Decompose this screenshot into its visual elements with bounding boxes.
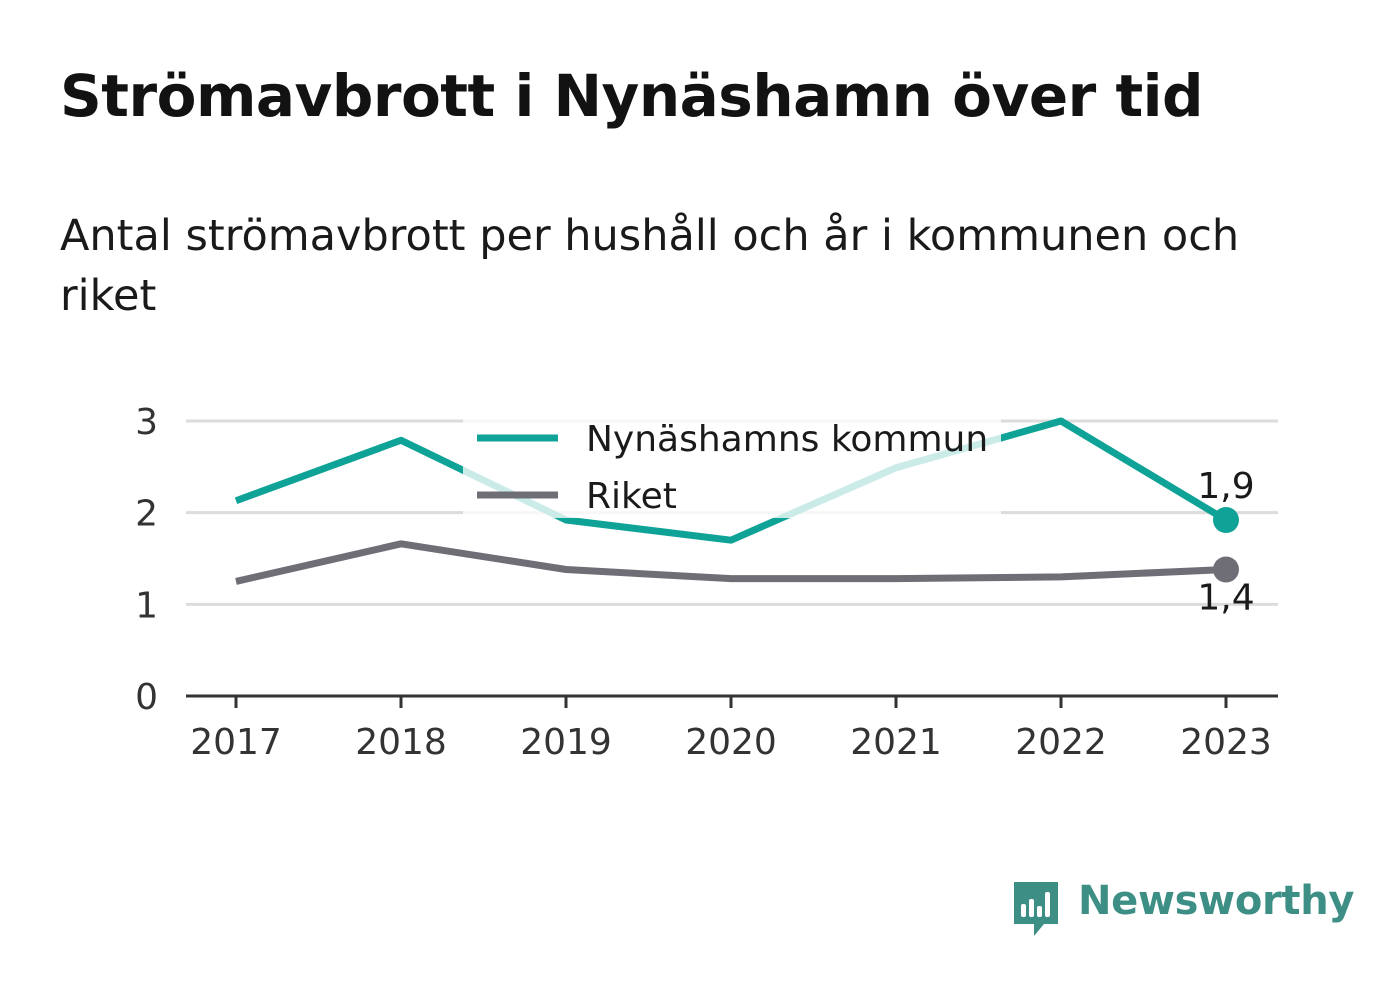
legend: Nynäshamns kommun Riket	[463, 410, 1001, 518]
legend-label: Riket	[586, 476, 677, 517]
end-label-riket: 1,4	[1197, 578, 1254, 619]
newsworthy-logo: Newsworthy	[1010, 878, 1355, 940]
x-tick-label: 2021	[850, 722, 942, 763]
y-tick-label: 3	[135, 402, 158, 443]
x-tick-label: 2019	[520, 722, 612, 763]
end-labels: 1,9 1,4	[1197, 466, 1254, 619]
newsworthy-logo-text: Newsworthy	[1078, 878, 1355, 924]
x-tick-label: 2023	[1180, 722, 1272, 763]
y-tick-label: 1	[135, 585, 158, 626]
x-axis: 2017 2018 2019 2020 2021 2022 2023	[186, 694, 1278, 763]
y-axis-ticks: 0 1 2 3	[135, 402, 158, 718]
legend-background	[463, 410, 1001, 518]
chart-title: Strömavbrott i Nynäshamn över tid	[60, 62, 1204, 130]
x-tick-label: 2020	[685, 722, 777, 763]
end-label-kommun: 1,9	[1197, 466, 1254, 507]
x-tick-label: 2022	[1015, 722, 1107, 763]
newsworthy-logo-icon	[1014, 882, 1058, 936]
series-line-kommun	[234, 417, 1228, 544]
y-tick-label: 0	[135, 677, 158, 718]
series-end-point	[1213, 556, 1239, 583]
x-tick-label: 2018	[355, 722, 447, 763]
series-end-point	[1213, 507, 1239, 533]
series-line-riket	[235, 540, 1227, 585]
legend-label: Nynäshamns kommun	[586, 419, 988, 460]
series-lines	[234, 417, 1239, 585]
y-tick-label: 2	[135, 494, 158, 535]
x-tick-label: 2017	[190, 722, 282, 763]
chart-subtitle: Antal strömavbrott per hushåll och år i …	[60, 211, 1240, 321]
